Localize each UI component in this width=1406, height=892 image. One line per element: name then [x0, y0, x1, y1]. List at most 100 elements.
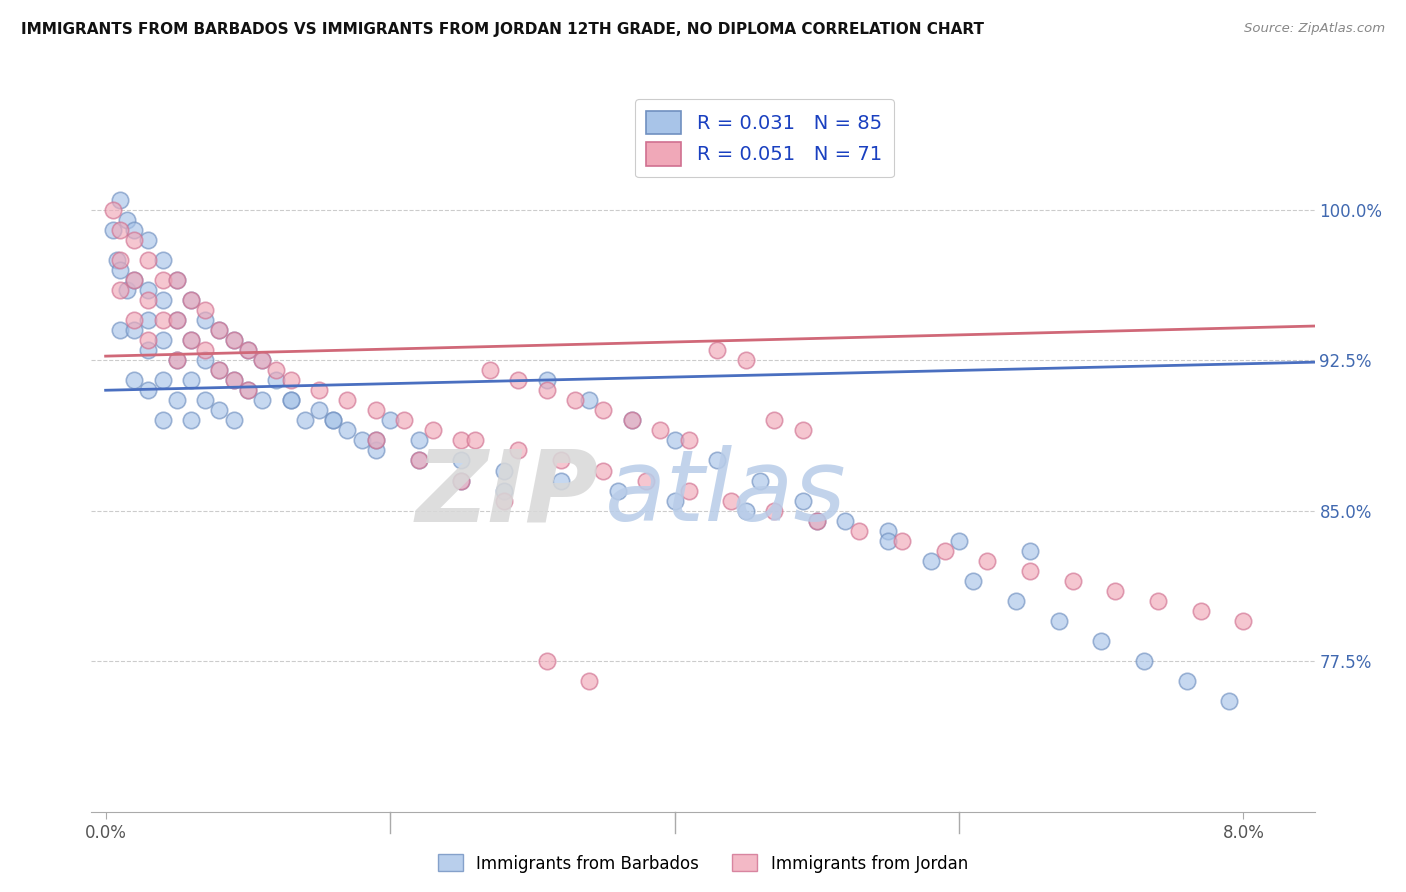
- Point: [308, 403, 330, 417]
- Point: [194, 353, 217, 368]
- Point: [664, 493, 686, 508]
- Point: [492, 483, 515, 498]
- Point: [1175, 674, 1198, 689]
- Point: [115, 283, 138, 297]
- Point: [408, 453, 430, 467]
- Point: [706, 453, 728, 467]
- Point: [1005, 594, 1028, 608]
- Point: [550, 474, 572, 488]
- Point: [948, 533, 970, 548]
- Point: [236, 384, 259, 398]
- Point: [194, 393, 217, 408]
- Point: [1232, 614, 1254, 628]
- Point: [422, 424, 444, 438]
- Point: [236, 384, 259, 398]
- Point: [1019, 564, 1042, 578]
- Text: atlas: atlas: [605, 445, 846, 542]
- Point: [250, 353, 273, 368]
- Point: [122, 273, 145, 287]
- Point: [364, 434, 387, 448]
- Point: [136, 384, 159, 398]
- Point: [976, 554, 998, 568]
- Point: [792, 493, 814, 508]
- Point: [877, 533, 900, 548]
- Point: [792, 424, 814, 438]
- Point: [1019, 544, 1042, 558]
- Point: [208, 323, 231, 337]
- Point: [806, 514, 828, 528]
- Point: [506, 373, 529, 387]
- Point: [492, 464, 515, 478]
- Point: [222, 373, 245, 387]
- Point: [1062, 574, 1084, 588]
- Point: [152, 413, 174, 427]
- Point: [222, 413, 245, 427]
- Point: [194, 343, 217, 357]
- Point: [208, 363, 231, 377]
- Point: [408, 453, 430, 467]
- Point: [394, 413, 416, 427]
- Text: Source: ZipAtlas.com: Source: ZipAtlas.com: [1244, 22, 1385, 36]
- Point: [152, 313, 174, 327]
- Point: [650, 424, 672, 438]
- Point: [122, 313, 145, 327]
- Point: [720, 493, 742, 508]
- Point: [280, 393, 302, 408]
- Point: [934, 544, 956, 558]
- Point: [592, 464, 614, 478]
- Point: [336, 393, 359, 408]
- Point: [108, 223, 131, 237]
- Text: ZIP: ZIP: [416, 445, 599, 542]
- Point: [122, 223, 145, 237]
- Point: [115, 212, 138, 227]
- Point: [450, 434, 472, 448]
- Point: [848, 524, 870, 538]
- Point: [763, 413, 786, 427]
- Point: [450, 474, 472, 488]
- Point: [222, 333, 245, 347]
- Point: [136, 293, 159, 307]
- Point: [166, 393, 188, 408]
- Point: [208, 363, 231, 377]
- Point: [108, 252, 131, 267]
- Point: [450, 474, 472, 488]
- Point: [166, 353, 188, 368]
- Point: [1189, 604, 1212, 618]
- Point: [166, 313, 188, 327]
- Point: [364, 434, 387, 448]
- Point: [678, 434, 700, 448]
- Point: [208, 323, 231, 337]
- Point: [294, 413, 316, 427]
- Point: [620, 413, 643, 427]
- Point: [152, 373, 174, 387]
- Point: [101, 202, 124, 217]
- Point: [108, 283, 131, 297]
- Point: [108, 323, 131, 337]
- Point: [364, 443, 387, 458]
- Point: [564, 393, 586, 408]
- Point: [1133, 654, 1156, 668]
- Point: [734, 353, 756, 368]
- Point: [478, 363, 501, 377]
- Point: [166, 273, 188, 287]
- Point: [506, 443, 529, 458]
- Point: [364, 403, 387, 417]
- Point: [180, 333, 202, 347]
- Point: [136, 252, 159, 267]
- Point: [136, 343, 159, 357]
- Point: [194, 303, 217, 318]
- Point: [280, 373, 302, 387]
- Point: [678, 483, 700, 498]
- Point: [122, 373, 145, 387]
- Point: [834, 514, 856, 528]
- Point: [536, 654, 558, 668]
- Point: [1218, 694, 1240, 708]
- Point: [152, 293, 174, 307]
- Point: [101, 223, 124, 237]
- Point: [378, 413, 401, 427]
- Point: [266, 373, 288, 387]
- Point: [236, 343, 259, 357]
- Point: [180, 373, 202, 387]
- Point: [222, 333, 245, 347]
- Point: [877, 524, 900, 538]
